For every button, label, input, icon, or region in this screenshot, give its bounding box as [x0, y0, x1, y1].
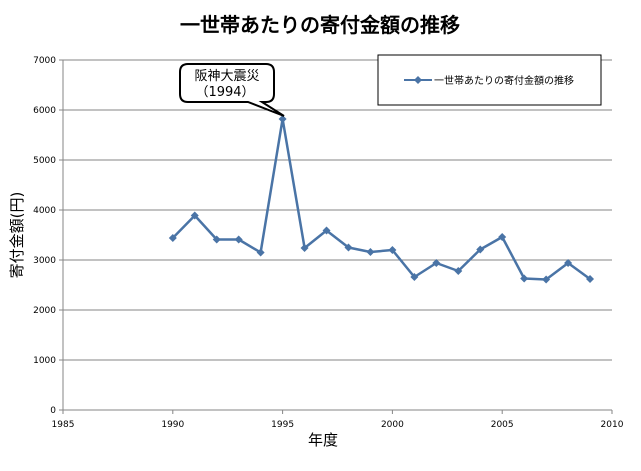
x-tick-labels: 1985 1990 1995 2000 2005 2010 [52, 410, 624, 430]
callout-line-2: （1994） [195, 85, 254, 100]
y-tick-label: 0 [50, 406, 56, 416]
data-point [212, 235, 221, 244]
callout-bubble [179, 63, 285, 117]
callout-line-1: 阪神大震災 [194, 69, 259, 84]
x-tick-label: 1995 [271, 420, 294, 430]
annotation-callout: 阪神大震災 （1994） [179, 63, 285, 117]
y-tick-label: 2000 [33, 306, 56, 316]
data-point [410, 273, 419, 281]
series-line [171, 117, 591, 281]
legend: 一世帯あたりの寄付金額の推移 [377, 54, 602, 106]
y-tick-label: 5000 [33, 156, 56, 166]
x-tick-label: 2000 [381, 420, 404, 430]
legend-marker [414, 76, 422, 84]
data-point [344, 243, 353, 252]
data-point [586, 275, 595, 283]
data-point [256, 248, 265, 257]
data-point [300, 244, 309, 252]
data-point [498, 233, 507, 241]
x-tick-label: 2010 [601, 420, 624, 430]
y-gridlines [59, 59, 612, 411]
data-point [432, 259, 441, 267]
y-tick-label: 1000 [33, 356, 56, 366]
data-point [542, 275, 551, 284]
data-series [168, 115, 595, 284]
x-tick-label: 1985 [52, 420, 75, 430]
data-point [476, 245, 485, 254]
data-point [322, 226, 331, 235]
data-point [190, 211, 199, 220]
chart-title: 一世帯あたりの寄付金額の推移 [180, 13, 460, 37]
y-tick-labels: 0 1000 2000 3000 4000 5000 6000 7000 [33, 56, 56, 416]
data-point [366, 248, 375, 256]
data-point [454, 267, 463, 275]
x-tick-label: 2005 [491, 420, 514, 430]
x-axis-title: 年度 [308, 431, 338, 449]
y-axis-title: 寄付金額(円) [8, 192, 26, 279]
legend-label: 一世帯あたりの寄付金額の推移 [434, 74, 574, 87]
data-point [168, 234, 177, 242]
y-tick-label: 6000 [33, 106, 56, 116]
data-point [278, 115, 287, 123]
y-tick-label: 3000 [33, 256, 56, 266]
data-point [564, 259, 573, 267]
x-tick-label: 1990 [161, 420, 184, 430]
y-tick-label: 7000 [33, 56, 56, 66]
data-point [388, 246, 397, 254]
y-tick-label: 4000 [33, 206, 56, 216]
data-point [234, 235, 243, 244]
data-point [520, 274, 529, 283]
